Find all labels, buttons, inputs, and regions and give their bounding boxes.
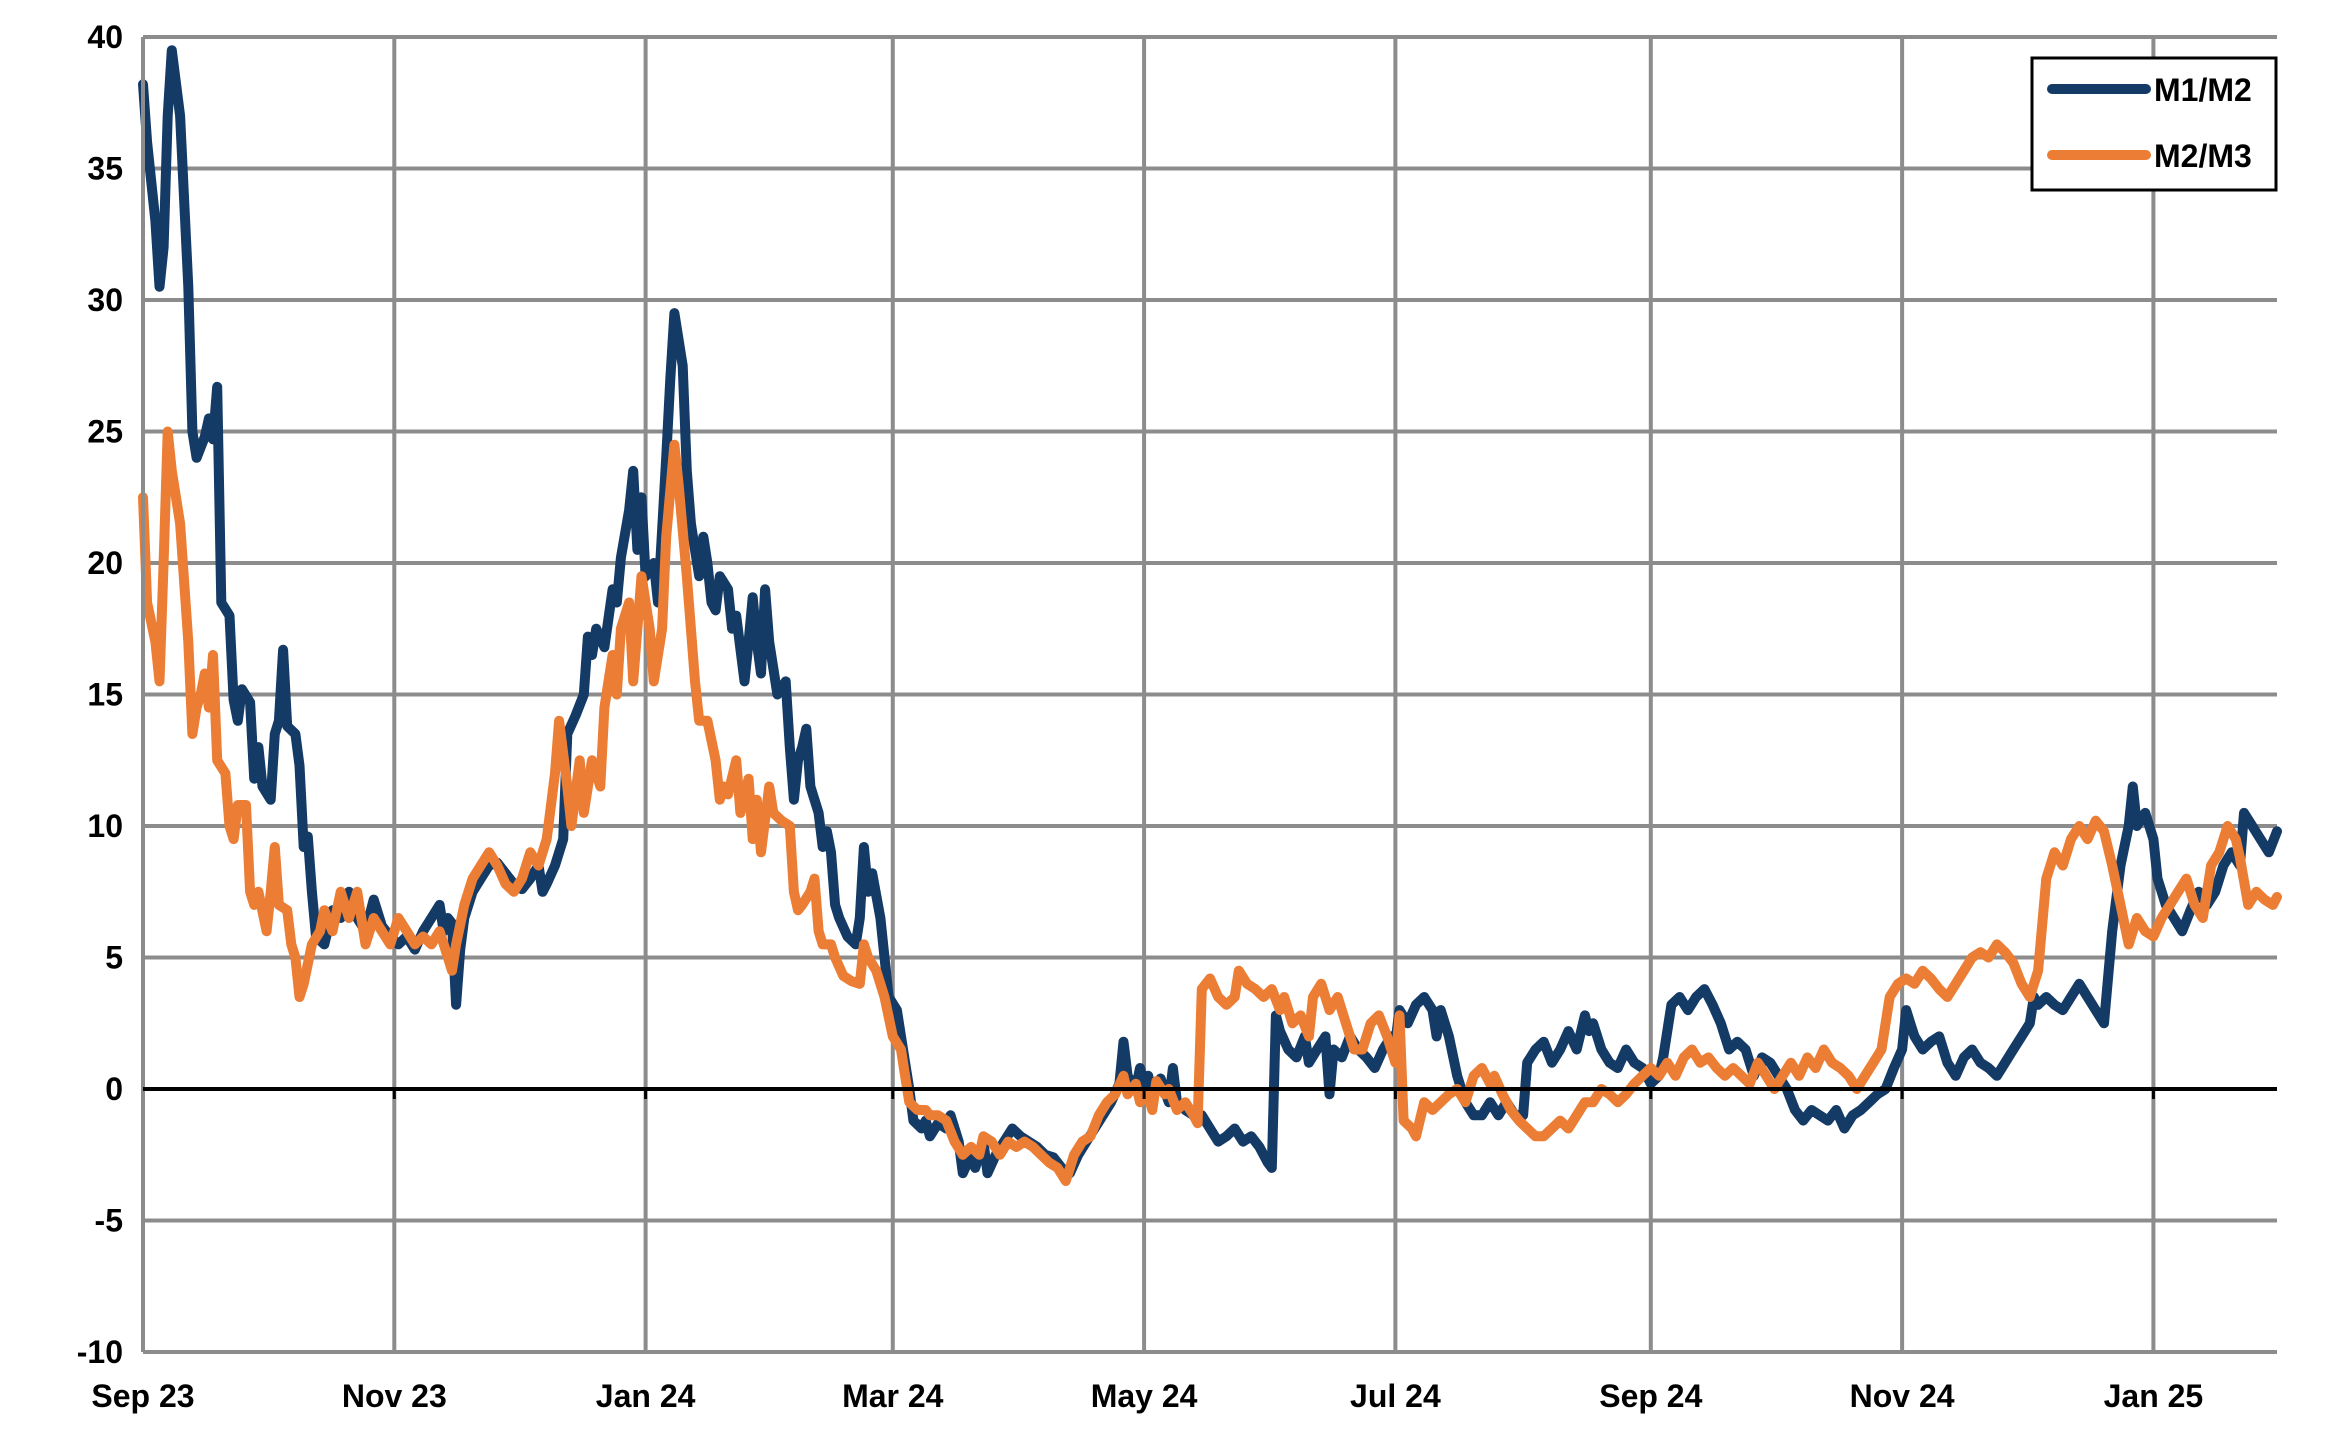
legend-label: M1/M2 <box>2154 72 2252 108</box>
y-tick-label: -10 <box>77 1334 123 1370</box>
tick-labels: 40 35 30 25 20 15 10 5 0 -5 -10 Sep 23 Nov 23 Jan 24 M… <box>77 19 2203 1414</box>
axes <box>141 37 2277 1352</box>
y-tick-label: 30 <box>87 282 123 318</box>
y-tick-label: 15 <box>87 677 123 713</box>
y-tick-label: 40 <box>87 19 123 55</box>
y-tick-label: 5 <box>105 940 123 976</box>
x-tick-label: Nov 24 <box>1850 1378 1955 1414</box>
series-line-m2-m3 <box>138 426 2282 1186</box>
x-tick-label: May 24 <box>1091 1378 1198 1414</box>
x-tick-label: Jul 24 <box>1350 1378 1441 1414</box>
grid <box>143 35 2277 1354</box>
x-tick-label: Mar 24 <box>842 1378 944 1414</box>
y-tick-label: 20 <box>87 545 123 581</box>
x-tick-label: Jan 25 <box>2104 1378 2204 1414</box>
x-tick-label: Nov 23 <box>342 1378 447 1414</box>
legend: M1/M2 M2/M3 <box>2030 56 2278 192</box>
x-tick-label: Sep 23 <box>91 1378 194 1414</box>
legend-label: M2/M3 <box>2154 138 2252 174</box>
series-lines <box>138 45 2282 1186</box>
y-tick-label: 25 <box>87 414 123 450</box>
y-tick-label: 10 <box>87 808 123 844</box>
y-tick-label: 35 <box>87 151 123 187</box>
x-tick-label: Sep 24 <box>1599 1378 1702 1414</box>
x-tick-label: Jan 24 <box>596 1378 696 1414</box>
y-tick-label: 0 <box>105 1071 123 1107</box>
y-tick-label: -5 <box>95 1203 123 1239</box>
legend-box <box>2030 56 2278 192</box>
